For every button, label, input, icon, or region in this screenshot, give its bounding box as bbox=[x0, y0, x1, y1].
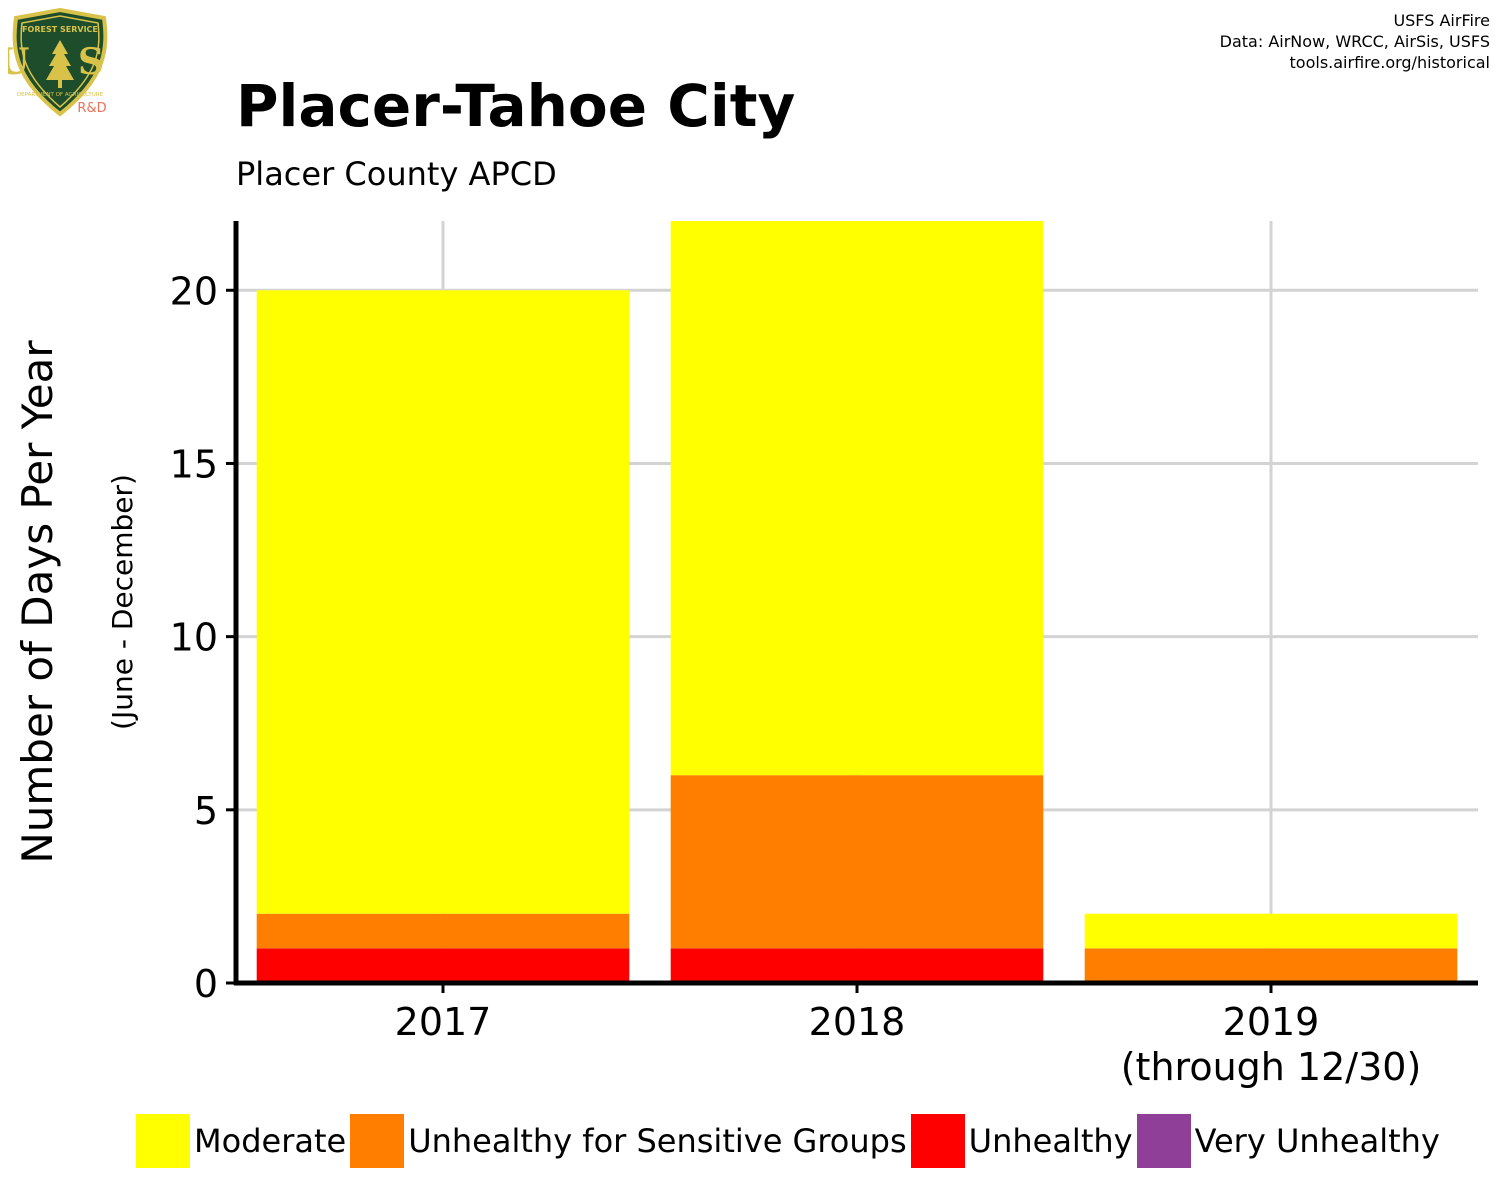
bar-chart: 0 5 10 15 20 2017 2018 2019(through 12/30) Numbe… bbox=[13, 221, 1478, 1089]
bar-segment bbox=[670, 221, 1044, 776]
y-tick-label: 10 bbox=[170, 616, 218, 660]
bar-segment bbox=[670, 948, 1044, 983]
x-tick-label: 2017 bbox=[395, 1000, 492, 1044]
bar-segment bbox=[1084, 913, 1458, 949]
bar-segment bbox=[256, 913, 630, 949]
legend-label: Very Unhealthy bbox=[1194, 1122, 1440, 1160]
legend-label: Moderate bbox=[194, 1122, 347, 1160]
bars bbox=[256, 221, 1458, 983]
logo-text-bottom: DEPARTMENT OF AGRICULTURE bbox=[17, 92, 104, 98]
legend-label: Unhealthy bbox=[968, 1122, 1133, 1160]
y-tick-label: 20 bbox=[170, 269, 218, 313]
legend-item-moderate: Moderate bbox=[136, 1114, 346, 1168]
y-axis-subtitle: (June - December) bbox=[106, 474, 139, 730]
y-axis-title: Number of Days Per Year bbox=[13, 340, 62, 864]
legend-swatch bbox=[136, 1114, 190, 1168]
legend-swatch bbox=[1136, 1114, 1191, 1168]
legend-item-very-unhealthy: Very Unhealthy bbox=[1136, 1114, 1440, 1168]
credits-line-3: tools.airfire.org/historical bbox=[1289, 53, 1490, 72]
usfs-shield-icon: FOREST SERVICE U S DEPARTMENT OF AGRICUL… bbox=[8, 8, 108, 117]
x-tick-label: 2019 bbox=[1223, 1000, 1320, 1044]
chart-title: Placer-Tahoe City bbox=[236, 72, 796, 140]
y-tick-label: 0 bbox=[194, 962, 218, 1006]
legend-item-usg: Unhealthy for Sensitive Groups bbox=[350, 1114, 907, 1168]
credits-line-1: USFS AirFire bbox=[1393, 11, 1490, 30]
x-tick-label: 2018 bbox=[809, 1000, 906, 1044]
axis-labels: 0 5 10 15 20 2017 2018 2019(through 12/30) Numbe… bbox=[13, 269, 1421, 1089]
legend-item-unhealthy: Unhealthy bbox=[910, 1114, 1133, 1168]
bar-segment bbox=[1084, 948, 1458, 983]
legend-swatch bbox=[350, 1114, 405, 1168]
logo-badge: R&D bbox=[77, 101, 106, 116]
credits-line-2: Data: AirNow, WRCC, AirSis, USFS bbox=[1219, 32, 1490, 51]
chart-subtitle: Placer County APCD bbox=[236, 155, 557, 193]
legend: Moderate Unhealthy for Sensitive Groups … bbox=[136, 1113, 1444, 1169]
bar-segment bbox=[670, 775, 1044, 949]
axes bbox=[226, 221, 1478, 993]
bar-segment bbox=[256, 948, 630, 983]
logo-text-top: FOREST SERVICE bbox=[22, 25, 98, 34]
y-tick-label: 5 bbox=[194, 789, 218, 833]
legend-swatch bbox=[910, 1114, 965, 1168]
credits: USFS AirFire Data: AirNow, WRCC, AirSis,… bbox=[1220, 10, 1490, 73]
x-tick-sublabel: (through 12/30) bbox=[1121, 1045, 1422, 1089]
bar-segment bbox=[256, 290, 630, 914]
y-tick-label: 15 bbox=[170, 442, 218, 486]
tree-icon bbox=[46, 40, 74, 88]
legend-label: Unhealthy for Sensitive Groups bbox=[408, 1122, 907, 1160]
